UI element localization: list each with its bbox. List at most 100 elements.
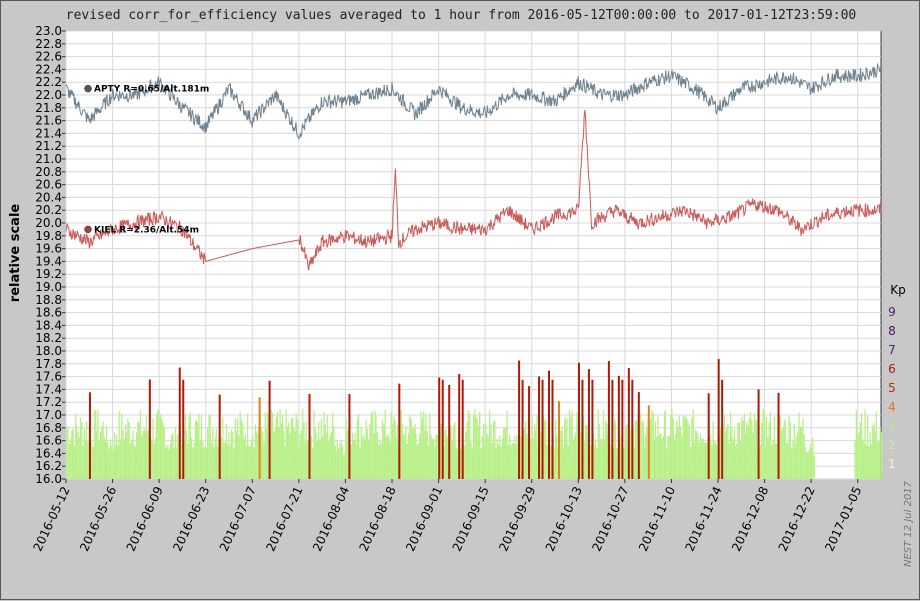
kp-bar [451,440,454,479]
kp-bar [474,408,476,479]
kp-bar [574,433,577,479]
kp-bar [694,429,697,479]
kp-bar [880,432,883,479]
kp-bar [396,425,398,479]
kp-bar [774,443,776,479]
kp-bar [467,410,470,479]
kp-bar [812,437,814,479]
kp-bar [263,443,265,479]
kp-bar [167,444,169,479]
kp-bar [755,420,758,479]
kp-bar [188,416,190,479]
kp-bar [330,431,332,479]
kp-bar [626,424,628,479]
kp-bar [200,415,203,479]
kp-bar [687,421,689,479]
kp-bar [773,416,775,479]
kp-bar [420,411,422,479]
y-tick-label: 22.8 [35,37,62,51]
kp-bar [531,417,533,479]
kp-bar [113,432,116,479]
kp-bar [767,437,769,479]
kp-bar [346,430,349,479]
credit-text: NEST 12 Jul 2017 [903,480,914,567]
kp-bar [225,423,227,479]
kp-bar [262,431,264,479]
kp-bar [238,435,240,479]
kp-bar [540,431,542,479]
kp-bar [482,423,485,479]
kp-bar [93,410,96,479]
kp-bar [164,447,167,479]
kp-bar [69,438,72,479]
kp-bar [879,428,881,479]
kp-bar [624,425,627,479]
kp-bar-high [587,369,590,479]
kp-bar [256,433,259,479]
kp-bar [135,432,138,479]
kp-bar [779,416,782,479]
kp-bar [294,430,296,479]
kp-bar [671,409,673,479]
kp-bar [809,443,811,479]
kp-bar [73,445,76,479]
kp-bar-high [721,379,724,479]
kp-bar [197,422,199,479]
kp-bar [158,411,160,479]
kp-bar [550,446,552,479]
x-tick-label: 2016-06-09 [124,484,166,553]
kp-bar [480,447,482,479]
kp-bar-high [398,383,401,479]
kp-bar [272,413,274,479]
kp-bar [343,455,345,479]
kp-bar [445,429,447,479]
kp-bar [123,439,125,479]
kp-bar [590,445,592,479]
y-tick-label: 16.2 [35,459,62,473]
kp-bar [614,422,617,479]
kp-bar [328,441,330,479]
kp-bar-high [148,379,151,479]
kp-bar [92,446,94,479]
kp-bar [180,445,183,479]
kp-bar-high [178,367,181,479]
kp-bar [129,443,132,479]
kp-bar [499,435,501,479]
kp-bar-high [268,380,271,479]
series-label: APTY R=0.65/Alt.181m [94,85,209,95]
kp-bar [497,443,500,479]
kp-bar [314,428,316,479]
kp-bar [567,445,569,479]
kp-bar [91,441,93,479]
x-tick-label: 2016-09-01 [403,484,445,553]
kp-bar [869,431,871,479]
kp-bar [187,443,189,479]
kp-bar [208,415,210,479]
kp-bar [386,434,388,479]
kp-bar [494,420,496,479]
kp-bar [744,434,746,479]
kp-bar [325,432,327,479]
x-tick-label: 2016-11-24 [683,484,725,553]
kp-bar [320,418,322,479]
kp-bar [361,437,364,479]
kp-bar [526,434,528,479]
y-tick-label: 17.2 [35,395,62,409]
kp-bar [475,414,477,479]
kp-bar [444,430,446,479]
kp-bar [379,440,381,479]
kp-bar [285,409,287,479]
kp-bar [177,434,179,479]
kp-bar [742,420,744,479]
y-tick-label: 18.6 [35,306,62,320]
kp-bar [641,421,643,479]
y-tick-label: 17.0 [35,408,62,422]
kp-bar [318,422,320,479]
kp-bar [794,443,796,479]
kp-bar-high [777,392,780,479]
kp-bar [431,438,434,479]
kp-bar [66,428,68,479]
kp-bar [404,435,406,479]
kp-bar [333,425,335,479]
kp-bar [109,439,112,479]
